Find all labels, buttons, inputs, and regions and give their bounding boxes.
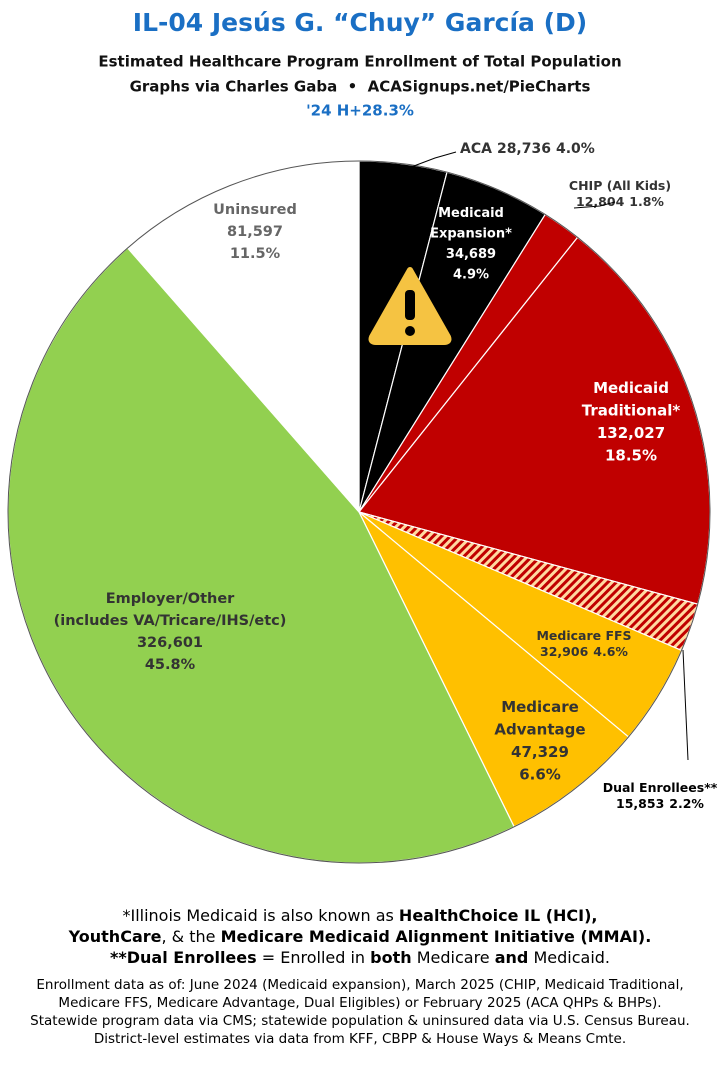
label-part: Medicaid <box>593 379 669 397</box>
slice-label: 18.5% <box>605 446 657 464</box>
label-part: 6.6% <box>519 765 561 783</box>
label-part: 15,853 <box>616 796 664 811</box>
text: YouthCare <box>68 927 162 946</box>
label-part: Uninsured <box>213 202 297 218</box>
labels: ACA 28,736 4.0% Medicaid Expansion* 34,689 4.9… <box>54 141 718 811</box>
leader-line <box>573 201 616 209</box>
text: , & the <box>161 927 221 946</box>
text: HealthChoice IL (HCI), <box>398 906 598 925</box>
label-part: Employer/Other <box>106 591 235 607</box>
pie-outline <box>7 160 711 864</box>
label-part: 28,736 <box>497 141 551 157</box>
slice-label: Advantage <box>494 720 585 738</box>
leader-line <box>682 649 689 761</box>
label-part: 12,804 <box>576 194 625 209</box>
slice-label: 15,853 2.2% <box>616 796 704 811</box>
slice-label: 32,906 4.6% <box>540 644 628 659</box>
slice-label: Medicaid <box>438 206 504 221</box>
text: both <box>370 948 412 967</box>
text: and <box>494 948 529 967</box>
label-part: Medicaid <box>438 206 504 221</box>
label-part: Expansion* <box>430 226 512 241</box>
footnote: **Dual Enrollees = Enrolled in both Medi… <box>0 947 720 968</box>
slice-label: 4.9% <box>453 267 489 282</box>
text: = Enrolled in <box>256 948 371 967</box>
slice-label: 34,689 <box>446 247 496 262</box>
label-part: 45.8% <box>145 657 196 673</box>
text: *Illinois Medicaid is also known as <box>122 906 399 925</box>
sources: Enrollment data as of: June 2024 (Medica… <box>0 976 720 1048</box>
slice-label: 81,597 <box>227 224 283 240</box>
label-part: 2.2% <box>669 796 704 811</box>
label-part: Traditional* <box>582 401 681 419</box>
slice-label: CHIP (All Kids) <box>569 178 671 193</box>
label-part: Medicare <box>501 698 579 716</box>
slices <box>7 160 711 864</box>
slice-label: Traditional* <box>582 401 681 419</box>
label-part: 32,906 <box>540 644 589 659</box>
footnote: YouthCare, & the Medicare Medicaid Align… <box>0 926 720 947</box>
label-part: 132,027 <box>597 424 665 442</box>
slice-label: Medicare FFS <box>536 628 631 643</box>
chart-title: IL-04 Jesús G. “Chuy” García (D) <box>133 8 587 37</box>
slice-label: 132,027 <box>597 424 665 442</box>
label-part: (includes VA/Tricare/IHS/etc) <box>54 613 287 629</box>
slice-label: Medicare <box>501 698 579 716</box>
credit: Graphs via Charles Gaba • ACASignups.net… <box>130 78 591 96</box>
label-part: 1.8% <box>629 194 664 209</box>
label-part: 326,601 <box>137 635 203 651</box>
slice-label: 47,329 <box>511 743 569 761</box>
warning-icon <box>368 267 452 345</box>
leader-line <box>397 151 457 173</box>
label-part: 81,597 <box>227 224 283 240</box>
footer: *Illinois Medicaid is also known as Heal… <box>0 905 720 1048</box>
text: Medicare <box>411 948 495 967</box>
text: **Dual Enrollees <box>110 948 257 967</box>
note: '24 H+28.3% <box>306 102 414 120</box>
slice-label: 12,804 1.8% <box>576 194 664 209</box>
label-part: 34,689 <box>446 247 496 262</box>
label-part: CHIP (All Kids) <box>569 178 671 193</box>
slice-label: 45.8% <box>145 657 196 673</box>
slice-label: Uninsured <box>213 202 297 218</box>
label-part: Medicare FFS <box>536 628 631 643</box>
slice-label: Dual Enrollees** <box>603 780 718 795</box>
slice-label: 326,601 <box>137 635 203 651</box>
label-part: 4.9% <box>453 267 489 282</box>
label-part: Advantage <box>494 720 585 738</box>
subtitle: Estimated Healthcare Program Enrollment … <box>98 53 621 71</box>
slice-label: (includes VA/Tricare/IHS/etc) <box>54 613 287 629</box>
label-part: 4.0% <box>556 141 595 157</box>
slice-label: 11.5% <box>230 246 281 262</box>
label-part: 4.6% <box>593 644 628 659</box>
text: Medicare Medicaid Alignment Initiative (… <box>220 927 652 946</box>
label-part: Dual Enrollees** <box>603 780 718 795</box>
text: Medicaid. <box>528 948 610 967</box>
slice-label: 6.6% <box>519 765 561 783</box>
label-part: ACA <box>460 141 492 157</box>
text: Statewide program data via CMS; statewid… <box>30 1013 690 1029</box>
chart: IL-04 Jesús G. “Chuy” García (D) Estimat… <box>7 8 718 864</box>
label-part: 47,329 <box>511 743 569 761</box>
label-part: 11.5% <box>230 246 281 262</box>
slice-label: Medicaid <box>593 379 669 397</box>
text: Enrollment data as of: June 2024 (Medica… <box>36 977 684 993</box>
slice-label: ACA 28,736 4.0% <box>460 141 595 157</box>
slice-label: Employer/Other <box>106 591 235 607</box>
footnote: *Illinois Medicaid is also known as Heal… <box>0 905 720 926</box>
slice-label: Expansion* <box>430 226 512 241</box>
text: Medicare FFS, Medicare Advantage, Dual E… <box>58 995 662 1011</box>
text: District-level estimates via data from K… <box>93 1031 627 1047</box>
label-part: 18.5% <box>605 446 657 464</box>
